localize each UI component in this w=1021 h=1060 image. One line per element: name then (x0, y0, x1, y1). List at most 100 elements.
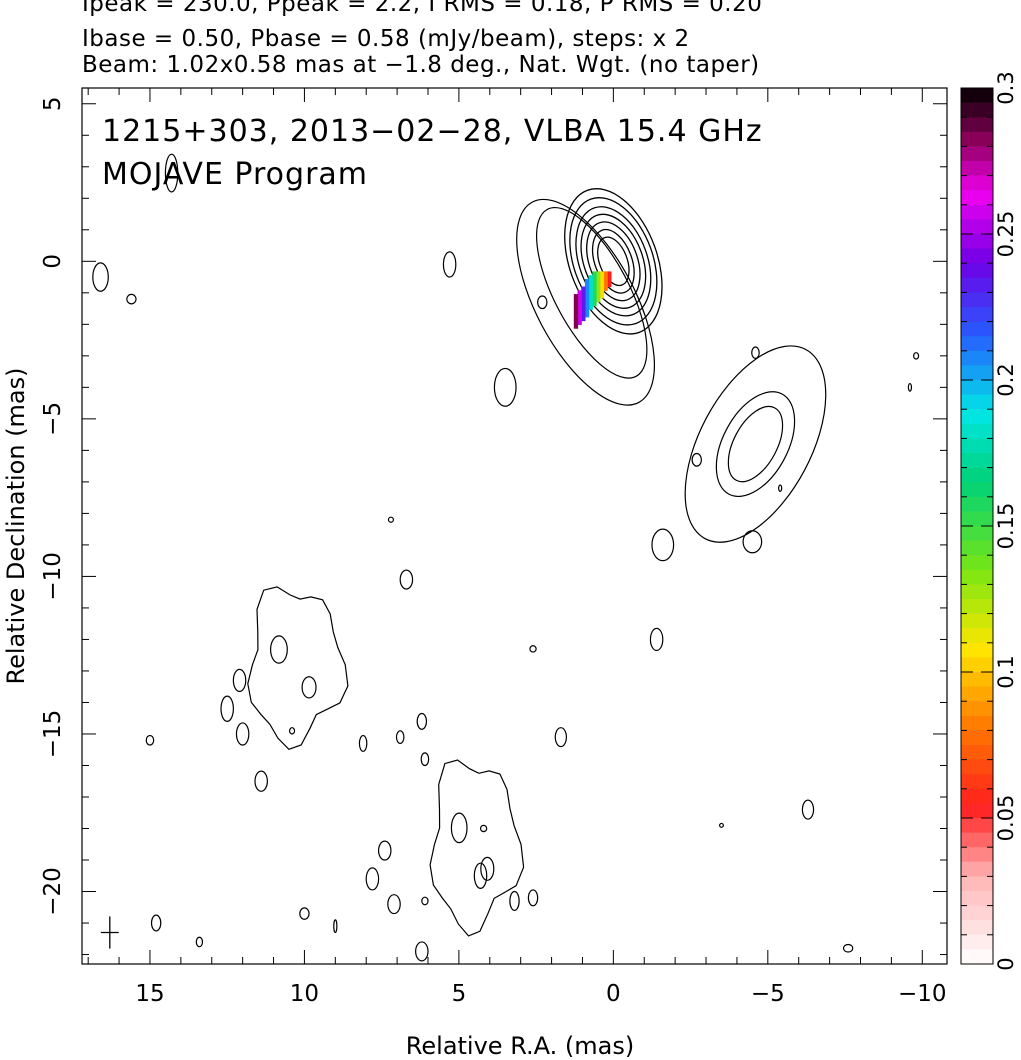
polarization-pixel (592, 301, 597, 307)
polarization-pixel (577, 316, 582, 322)
extended-hole-contour (301, 676, 317, 699)
colorbar-swatch (961, 394, 993, 410)
extended-hole-contour (480, 856, 495, 881)
polarization-pixel (596, 297, 601, 303)
axis-layer: 15 10 5 0 −5 −10 5 0 −5 −10 −15 −20 (40, 88, 947, 1007)
polarization-pixel (581, 301, 586, 307)
polarization-pixel (607, 275, 612, 280)
isolated-contour (742, 530, 763, 554)
core-contour (564, 188, 663, 335)
polarization-pixel (577, 297, 582, 303)
isolated-contour (778, 484, 783, 492)
colorbar-tick-label: 0.25 (994, 211, 1018, 258)
component-contour (684, 345, 827, 543)
colorbar-swatch (961, 803, 993, 819)
polarization-pixel (592, 294, 597, 299)
colorbar-swatch (961, 409, 993, 425)
x-axis-label: Relative R.A. (mas) (406, 1032, 634, 1060)
x-tick-label: −10 (898, 981, 947, 1007)
y-axis-label: Relative Declination (mas) (2, 367, 30, 684)
isolated-contour (387, 516, 394, 523)
extended-hole-contour (270, 635, 288, 664)
colorbar-swatch (961, 949, 993, 965)
polarization-pixel (592, 286, 597, 291)
y-tick-label: −5 (40, 402, 66, 436)
isolated-contour (150, 914, 162, 932)
colorbar-swatch (961, 453, 993, 469)
isolated-contour (358, 734, 368, 752)
polarization-pixel (596, 294, 601, 299)
isolated-contour (537, 295, 548, 310)
isolated-contour (842, 943, 854, 953)
colorbar-swatch (961, 847, 993, 863)
polarization-pixel (599, 275, 605, 280)
colorbar-swatch (961, 161, 993, 177)
colorbar-swatch (961, 175, 993, 191)
colorbar-swatch (961, 365, 993, 381)
component-contour (715, 391, 796, 498)
colorbar-swatch (961, 774, 993, 790)
polarization-pixel (581, 294, 586, 299)
colorbar-swatch (961, 672, 993, 688)
isolated-contour (235, 722, 250, 746)
polarization-pixel (592, 290, 597, 295)
isolated-contour (421, 896, 429, 906)
colorbar-swatch (961, 759, 993, 775)
x-tick-label: 0 (606, 981, 621, 1007)
polarization-pixel (599, 290, 605, 295)
extended-emission-contour (429, 759, 525, 937)
isolated-contour (479, 824, 488, 833)
core-contour (597, 236, 630, 287)
isolated-contour (145, 734, 155, 746)
polarization-pixel (599, 278, 605, 284)
colorbar-swatch (961, 526, 993, 542)
polarization-pixel (596, 278, 601, 284)
polarization-pixel (599, 271, 605, 276)
colorbar-swatch (961, 876, 993, 892)
isolated-contour (554, 727, 567, 748)
polarization-layer (573, 271, 612, 329)
polarization-pixel (581, 316, 586, 322)
polarization-pixel (573, 301, 579, 307)
polarization-pixel (596, 271, 601, 276)
polarization-pixel (577, 294, 582, 299)
polarization-pixel (607, 282, 612, 288)
polarization-pixel (573, 312, 579, 318)
isolated-contour (164, 153, 179, 193)
polarization-pixel (577, 320, 582, 325)
jet-outer-contour (516, 198, 656, 406)
isolated-contour (420, 752, 430, 767)
polarization-pixel (607, 278, 612, 284)
isolated-contour (473, 862, 488, 889)
polarization-pixel (588, 278, 593, 284)
polarization-pixel (599, 286, 605, 291)
colorbar-swatch (961, 438, 993, 454)
isolated-contour (299, 907, 310, 920)
colorbar-swatch (961, 336, 993, 352)
colorbar-swatch (961, 117, 993, 133)
colorbar-tick-label: 0.3 (994, 71, 1018, 104)
core-contour (591, 228, 635, 294)
polarization-pixel (596, 275, 601, 280)
colorbar-swatch (961, 555, 993, 571)
polarization-pixel (588, 286, 593, 291)
colorbar-swatch (961, 788, 993, 804)
colorbar-swatch (961, 613, 993, 629)
x-tick-label: 15 (135, 981, 164, 1007)
header-beam-line: Beam: 1.02x0.58 mas at −1.8 deg., Nat. W… (82, 52, 760, 78)
colorbar-swatch (961, 219, 993, 235)
polarization-pixel (581, 297, 586, 303)
polarization-pixel (581, 290, 586, 295)
colorbar-swatch (961, 628, 993, 644)
polarization-pixel (596, 290, 601, 295)
polarization-pixel (584, 290, 590, 295)
polarization-pixel (596, 282, 601, 288)
isolated-contour (416, 712, 428, 730)
isolated-contour (907, 382, 913, 392)
polarization-pixel (577, 309, 582, 314)
isolated-contour (333, 919, 338, 934)
polarization-pixel (603, 275, 608, 280)
contour-layer (92, 153, 920, 962)
polarization-pixel (573, 305, 579, 310)
colorbar-swatch (961, 350, 993, 366)
